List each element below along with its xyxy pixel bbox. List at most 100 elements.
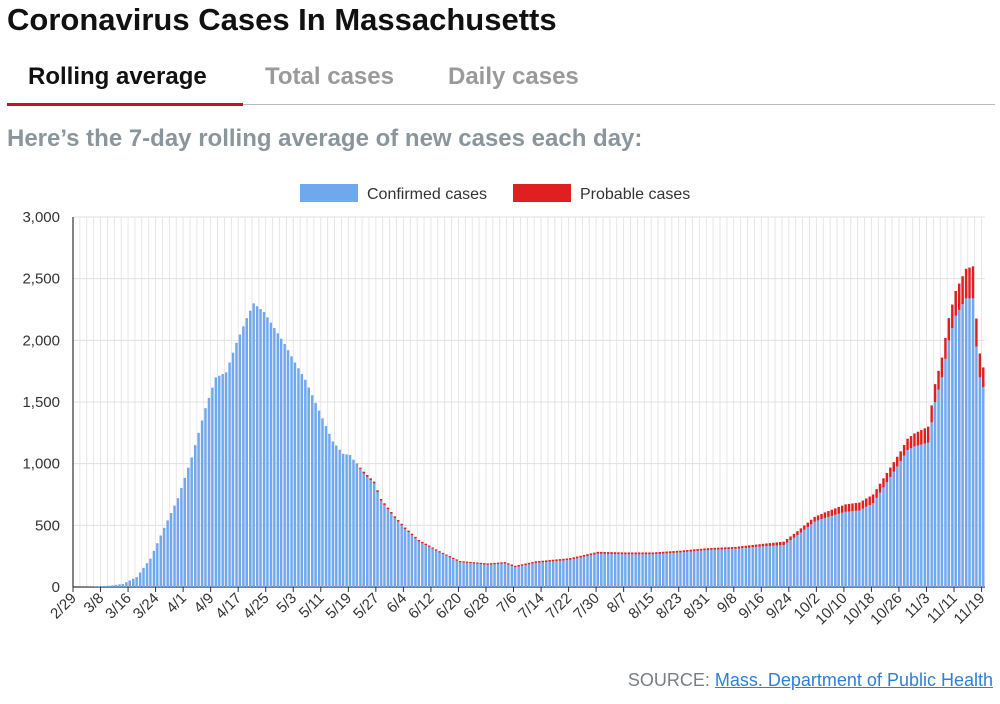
bar-confirmed [400,525,403,587]
bar-confirmed [596,553,600,587]
bar-confirmed [751,547,754,587]
bar-confirmed [517,566,520,587]
bar-confirmed [169,513,173,587]
bar-probable [641,552,644,555]
bar-probable [403,527,407,530]
bar-confirmed [565,560,569,587]
bar-confirmed [366,476,369,587]
bar-probable [507,563,510,565]
bar-probable [951,304,954,328]
bar-confirmed [438,552,441,587]
bar-probable [465,561,469,563]
bar-confirmed [104,585,107,587]
bar-confirmed [624,554,627,587]
bar-confirmed [651,554,655,587]
bar-confirmed [307,387,310,587]
bar-confirmed [269,322,273,587]
bar-confirmed [682,552,686,587]
bar-confirmed [968,298,971,587]
x-tick-label: 7/22 [543,590,576,623]
bar-probable [896,456,899,467]
bar-confirmed [228,362,231,587]
bar-confirmed [792,537,796,587]
bar-confirmed [200,420,204,587]
bar-confirmed [551,561,555,587]
bar-confirmed [923,443,926,587]
bar-confirmed [541,562,544,587]
bar-confirmed [135,577,138,587]
bar-probable [837,507,840,514]
bar-confirmed [964,298,968,587]
bar-probable [393,516,397,518]
bar-probable [603,552,606,554]
bar-probable [854,502,858,511]
bar-confirmed [933,402,937,587]
bar-confirmed [489,564,493,587]
tab-daily-cases[interactable]: Daily cases [448,63,579,90]
bar-probable [514,565,517,568]
legend-label-probable: Probable cases [580,186,690,203]
bar-probable [954,291,957,316]
x-tick-label: 4/1 [163,590,190,617]
bar-probable [768,543,772,546]
bar-probable [916,431,920,446]
bar-probable [982,367,985,388]
bar-confirmed [586,556,589,587]
bar-confirmed [114,584,118,587]
bar-probable [383,503,386,505]
bar-probable [417,539,421,542]
bar-probable [902,445,906,456]
bar-probable [748,545,751,548]
bar-confirmed [211,387,214,587]
bar-confirmed [121,583,125,587]
bar-confirmed [441,554,445,587]
bar-probable [913,433,916,447]
bar-probable [682,550,686,553]
bar-confirmed [510,566,514,587]
bar-confirmed [390,513,393,587]
bar-probable [686,550,689,552]
source-link[interactable]: Mass. Department of Public Health [714,670,993,690]
bar-probable [520,564,524,566]
bar-confirmed [111,585,114,587]
bar-probable [479,562,483,565]
bar-confirmed [813,521,816,587]
bar-confirmed [176,498,180,587]
bar-probable [734,546,737,549]
bar-probable [889,467,892,477]
bar-confirmed [348,455,352,587]
bar-confirmed [407,532,410,587]
bar-probable [809,519,813,525]
x-tick-label: 7/14 [515,590,548,623]
bar-probable [775,542,779,546]
bar-confirmed [827,516,830,587]
bar-probable [723,547,727,550]
bar-confirmed [971,298,975,587]
bar-confirmed [713,549,717,587]
bar-confirmed [889,476,892,587]
tab-total-cases[interactable]: Total cases [265,63,394,90]
bar-confirmed [851,511,854,587]
bar-probable [531,562,534,564]
bar-confirmed [469,563,472,587]
bar-probable [813,516,816,522]
bar-confirmed [345,454,348,587]
bar-probable [937,370,940,390]
bar-confirmed [503,563,507,587]
bar-confirmed [514,567,517,587]
bar-confirmed [641,554,644,587]
x-tick-label: 8/15 [625,590,658,623]
bar-probable [500,562,503,564]
bar-confirmed [297,368,300,587]
bar-probable [372,481,376,484]
bar-confirmed [231,352,235,587]
bar-confirmed [434,550,438,587]
bar-probable [400,523,403,526]
legend-label-confirmed: Confirmed cases [367,186,487,203]
tab-rolling-average[interactable]: Rolling average [28,63,207,90]
bar-probable [975,318,978,347]
x-tick-label: 5/3 [273,590,300,617]
bar-probable [489,563,493,565]
bar-probable [968,267,971,299]
